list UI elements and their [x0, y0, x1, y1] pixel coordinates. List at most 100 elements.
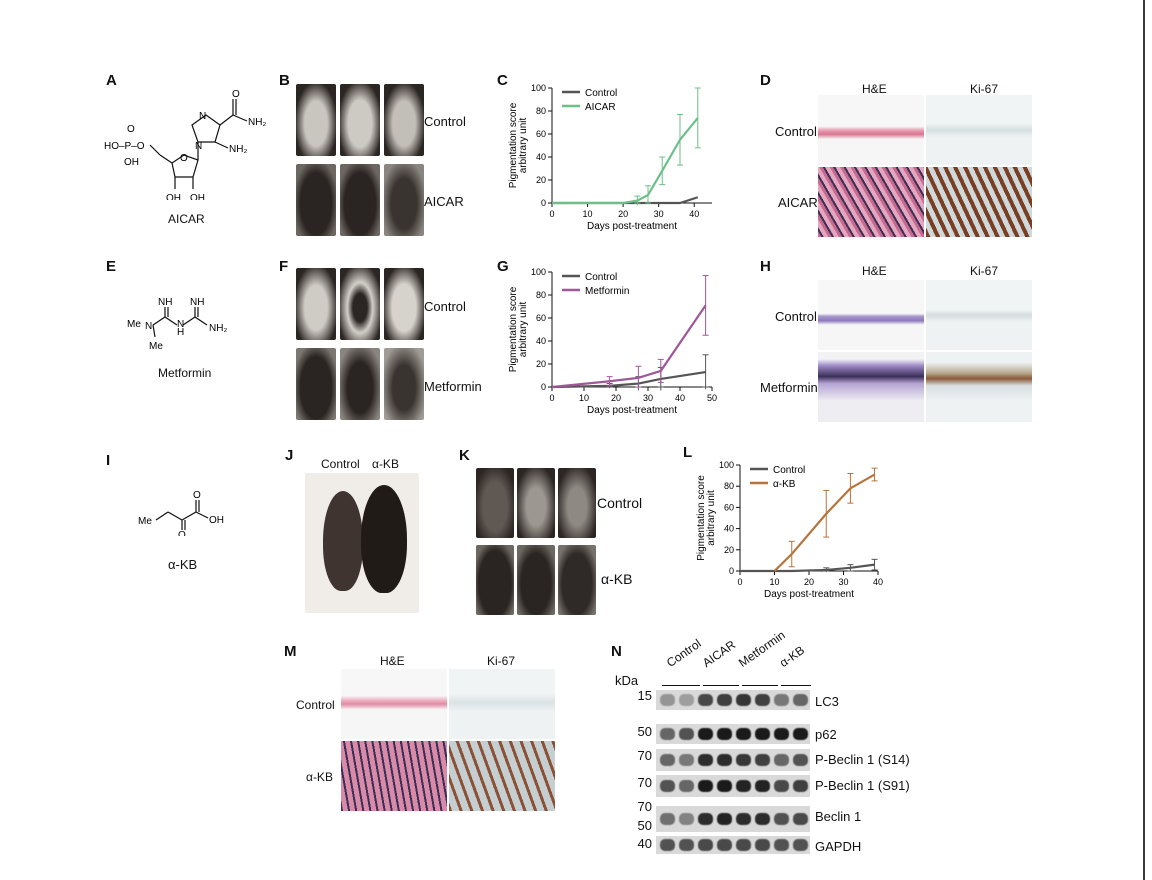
y-axis-label: Pigmentation score	[508, 286, 519, 372]
mw-lc3: 15	[637, 688, 652, 703]
b-label-control: Control	[424, 114, 466, 129]
panel-label-j: J	[285, 447, 294, 464]
histology-m-ki67-akb	[449, 741, 555, 811]
chart-l: 0 10 20 30 40 0 20 40 60 80 100 Days post-treatment…	[696, 460, 883, 600]
y-tick-label: 0	[541, 198, 546, 208]
blot-band	[793, 754, 808, 766]
blot-band	[793, 839, 808, 851]
y-tick-label: 20	[536, 175, 546, 185]
x-tick-label: 50	[707, 393, 717, 403]
x-tick-label: 30	[654, 209, 664, 219]
blot-band	[736, 813, 751, 825]
y-axis-label: Pigmentation score	[696, 475, 707, 561]
svg-text:NH₂: NH₂	[248, 117, 266, 128]
j-label-akb: α-KB	[372, 457, 399, 471]
blot-label-gapdh: GAPDH	[815, 839, 862, 854]
h-row-metformin: Metformin	[760, 380, 818, 395]
akb-caption: α-KB	[168, 557, 198, 572]
x-tick-label: 10	[583, 209, 593, 219]
x-axis-label: Days post-treatment	[587, 221, 677, 232]
blot-label-lc3: LC3	[815, 694, 839, 709]
blot-band	[774, 839, 789, 851]
blot-band	[774, 728, 789, 740]
x-axis-label: Days post-treatment	[764, 589, 854, 600]
panel-label-m: M	[284, 643, 297, 660]
legend-label-0: Control	[773, 465, 805, 476]
x-tick-label: 40	[675, 393, 685, 403]
blot-row	[656, 775, 810, 797]
y-tick-label: 60	[536, 313, 546, 323]
blot-band	[660, 780, 675, 792]
y-tick-label: 0	[541, 382, 546, 392]
page-border	[1143, 0, 1145, 880]
aicar-caption: AICAR	[168, 212, 205, 226]
svg-text:NH: NH	[158, 297, 172, 308]
legend-label-0: Control	[585, 88, 617, 99]
blot-label-pbeclin-s14: P-Beclin 1 (S14)	[815, 752, 910, 767]
y-tick-label: 40	[536, 336, 546, 346]
svg-text:NH: NH	[190, 297, 204, 308]
akb-structure: Me O O OH	[138, 490, 224, 536]
panel-label-h: H	[760, 258, 771, 275]
blot-band	[793, 694, 808, 706]
y-tick-label: 80	[724, 481, 734, 491]
y-tick-label: 0	[729, 566, 734, 576]
m-row-control: Control	[296, 698, 335, 712]
panel-label-e: E	[106, 258, 117, 275]
y-tick-label: 60	[724, 502, 734, 512]
panel-label-d: D	[760, 72, 771, 89]
y-tick-label: 40	[536, 152, 546, 162]
series-line-1	[552, 117, 699, 205]
h-row-control: Control	[775, 309, 817, 324]
n-lane-akb: α-KB	[776, 643, 808, 670]
blot-band	[679, 728, 694, 740]
blot-band	[679, 813, 694, 825]
x-tick-label: 0	[549, 209, 554, 219]
svg-text:Me: Me	[138, 516, 152, 527]
d-row-aicar: AICAR	[778, 195, 818, 210]
svg-text:OH: OH	[124, 157, 139, 168]
blot-band	[755, 813, 770, 825]
blot-band	[755, 780, 770, 792]
histology-h-ki67-metformin	[926, 352, 1032, 422]
y-tick-label: 20	[724, 545, 734, 555]
legend-label-1: Metformin	[585, 286, 629, 297]
svg-text:O: O	[180, 153, 188, 164]
blot-band	[736, 839, 751, 851]
y-tick-label: 80	[536, 290, 546, 300]
blot-band	[774, 813, 789, 825]
m-col-he: H&E	[380, 654, 405, 668]
blot-band	[736, 754, 751, 766]
blot-band	[660, 813, 675, 825]
blot-band	[698, 694, 713, 706]
blot-band	[717, 780, 732, 792]
blot-band	[717, 728, 732, 740]
histology-h-ki67-control	[926, 280, 1032, 350]
blot-label-beclin1: Beclin 1	[815, 809, 862, 824]
blot-label-p62: p62	[815, 727, 837, 742]
d-col-ki67: Ki-67	[970, 82, 999, 96]
panel-label-g: G	[497, 258, 509, 275]
x-tick-label: 20	[618, 209, 628, 219]
metformin-caption: Metformin	[158, 366, 212, 380]
blot-band	[774, 780, 789, 792]
svg-text:H: H	[177, 327, 184, 338]
legend-label-1: AICAR	[585, 102, 616, 113]
blot-band	[698, 839, 713, 851]
blot-band	[660, 839, 675, 851]
panel-label-c: C	[497, 72, 508, 89]
mw-pbeclin-s14: 70	[637, 748, 652, 763]
panel-label-b: B	[279, 72, 290, 89]
y-tick-label: 100	[719, 460, 734, 470]
f-label-control: Control	[424, 299, 466, 314]
panel-label-f: F	[279, 258, 289, 275]
blot-band	[736, 780, 751, 792]
x-tick-label: 40	[689, 209, 699, 219]
histology-d-he-control	[818, 95, 924, 165]
svg-text:NH₂: NH₂	[229, 144, 247, 155]
blot-row	[656, 724, 810, 744]
n-lane-control: Control	[663, 636, 704, 670]
svg-text:OH: OH	[190, 193, 205, 200]
d-col-he: H&E	[862, 82, 887, 96]
k-label-akb: α-KB	[601, 571, 633, 587]
